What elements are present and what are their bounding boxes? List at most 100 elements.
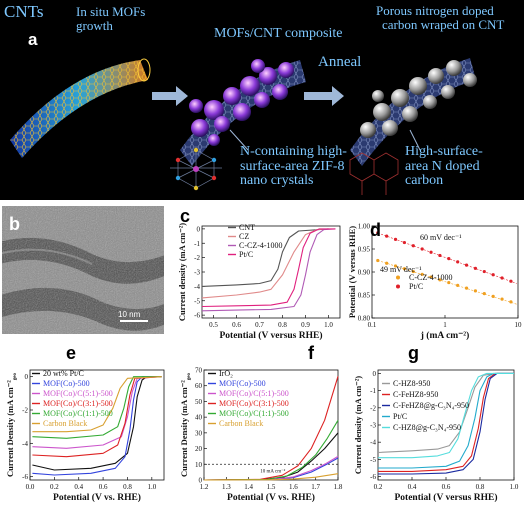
label-hsa-line3: carbon [405, 173, 444, 189]
y-tick-label: 0 [197, 225, 201, 233]
series-line [32, 376, 162, 449]
label-hsa-line1: High-surface- [405, 144, 483, 159]
y-tick-label: -3 [370, 422, 376, 430]
y-tick-label: 0.80 [358, 315, 371, 323]
x-tick-label: 10 [515, 321, 523, 329]
y-tick-label: 0 [25, 373, 29, 381]
chart-panel-e: 0.0 0.2 0.4 0.6 0.8 1.0 0 -2 -4 -6 Potential (V vs… [2, 340, 172, 505]
x-axis-label: Potential (V versus RHE) [395, 492, 498, 503]
y-axis-label-subscript: geo [13, 372, 18, 380]
y-tick-label: -1 [370, 387, 376, 395]
porous-carbon-cnt [350, 58, 477, 166]
legend-label: MOF(Co)-500 [219, 379, 266, 388]
y-tick-label: 70 [195, 367, 203, 375]
legend-label: MOF(Co)/C(3:1)-500 [219, 399, 289, 408]
legend-label: MOF(Co)/C(3:1)-500 [43, 399, 113, 408]
chart-f-svg: 1.2 1.3 1.4 1.5 1.6 1.7 1.8 0 10 20 30 40 50 60 70 Pote… [179, 367, 343, 504]
legend-label: C-CZ-4-1000 [239, 241, 283, 250]
scalebar-line [120, 320, 148, 322]
label-zif8-crystals: N-containing high- surface-area ZIF-8 na… [240, 144, 347, 189]
y-tick-label: -4 [22, 440, 28, 448]
y-tick-label: -4 [370, 439, 376, 447]
mof-cnt-composite [180, 59, 306, 166]
x-axis-label: Potential (V versus RHE) [220, 330, 323, 341]
legend-label: CZ [239, 232, 249, 241]
series-line [203, 473, 339, 481]
x-tick-label: 0.9 [301, 321, 310, 329]
fit-line [377, 232, 517, 284]
series-line [378, 372, 514, 469]
x-tick-label: 1.0 [510, 483, 519, 491]
x-tick-label: 0.7 [255, 321, 264, 329]
x-tick-label: 1.7 [311, 483, 320, 491]
data-point [464, 286, 469, 290]
label-porous-line2: carbon wraped on CNT [382, 16, 505, 32]
legend-label: Carbon Black [219, 419, 263, 428]
label-zif-line3: nano crystals [240, 173, 314, 189]
legend-label: C-FeHZ8-950 [393, 390, 438, 399]
y-tick-label: -2 [370, 404, 376, 412]
series-line [378, 372, 514, 472]
data-point [500, 276, 504, 280]
data-point [473, 266, 478, 270]
data-point [376, 258, 380, 263]
x-tick-label: 0.4 [74, 483, 83, 491]
x-tick-label: 1.2 [200, 483, 209, 491]
label-anneal: Anneal [318, 54, 362, 70]
data-point [491, 294, 495, 298]
series-line [377, 372, 514, 454]
y-axis-label: Current Density (mA cm⁻²geo [5, 372, 18, 477]
schematic-artwork [10, 58, 477, 195]
y-tick-label: 40 [195, 414, 203, 422]
y-tick-label: 50 [195, 398, 203, 406]
data-point [464, 263, 469, 267]
legend-label: C-FeHZ8@g-C₃N₄-950 [393, 401, 469, 410]
y-tick-label: 0 [373, 370, 377, 378]
y-axis-label: Potential (V versus RHE) [347, 226, 357, 318]
panel-label-b: b [9, 214, 20, 234]
legend-label: MOF(Co)-500 [43, 379, 90, 388]
label-zif-line1: N-containing high- [240, 144, 347, 159]
data-point [385, 261, 389, 265]
series-line [201, 228, 336, 312]
x-tick-label: 0.1 [368, 321, 377, 329]
y-tick-label: -6 [194, 312, 200, 320]
series-line [32, 376, 162, 458]
y-tick-label: 0.85 [358, 292, 371, 300]
data-point [429, 275, 433, 279]
x-tick-label: 0.8 [123, 483, 132, 491]
legend-label: 20 wt% Pt/C [43, 369, 84, 378]
legend-label: MOF(Co)/C(5:1)-500 [219, 389, 289, 398]
x-tick-label: 0.6 [442, 483, 451, 491]
chart-c-svg: 0.5 0.6 0.7 0.8 0.9 1.0 0 -1 -2 -3 -4 -5 -6 Potential… [177, 223, 341, 341]
x-axis-label: Potential (V vs. RHE) [227, 492, 315, 503]
y-tick-label: 0 [199, 477, 203, 485]
x-tick-label: 0.2 [374, 483, 383, 491]
data-point [402, 267, 407, 271]
data-point [500, 297, 504, 301]
series-line [32, 376, 162, 433]
y-axis-label: Current Density (mA cm⁻²geo [179, 372, 192, 477]
x-tick-label: 0.8 [476, 483, 485, 491]
chart-g-svg: 0.2 0.4 0.6 0.8 1.0 0 -1 -2 -3 -4 -5 -6 Potential (V… [353, 369, 519, 503]
y-tick-label: 0.90 [358, 269, 371, 277]
y-tick-label: -5 [370, 456, 376, 464]
y-tick-label: 30 [195, 429, 203, 437]
x-tick-label: 1 [443, 321, 447, 329]
slope-annotation: 49 mV dec⁻¹ [380, 265, 422, 274]
x-tick-label: 1.3 [222, 483, 231, 491]
legend-marker [396, 275, 400, 280]
y-tick-label: 0.95 [358, 246, 371, 254]
y-tick-label: -4 [194, 283, 200, 291]
legend-label: MOF(Co)/C(1:1)-500 [219, 409, 289, 418]
x-tick-label: 0.6 [99, 483, 108, 491]
label-cnts: CNTs [4, 2, 44, 21]
legend-label: Carbon Black [43, 419, 87, 428]
x-tick-label: 1.5 [267, 483, 276, 491]
label-high-surface-area-carbon: High-surface- area N doped carbon [405, 144, 483, 189]
panel-label-a: a [28, 30, 38, 49]
y-tick-label: 60 [195, 382, 203, 390]
x-tick-label: 0.8 [278, 321, 287, 329]
zif8-structure [170, 147, 222, 191]
reference-line-label: 10 mA cm⁻² [260, 468, 285, 474]
